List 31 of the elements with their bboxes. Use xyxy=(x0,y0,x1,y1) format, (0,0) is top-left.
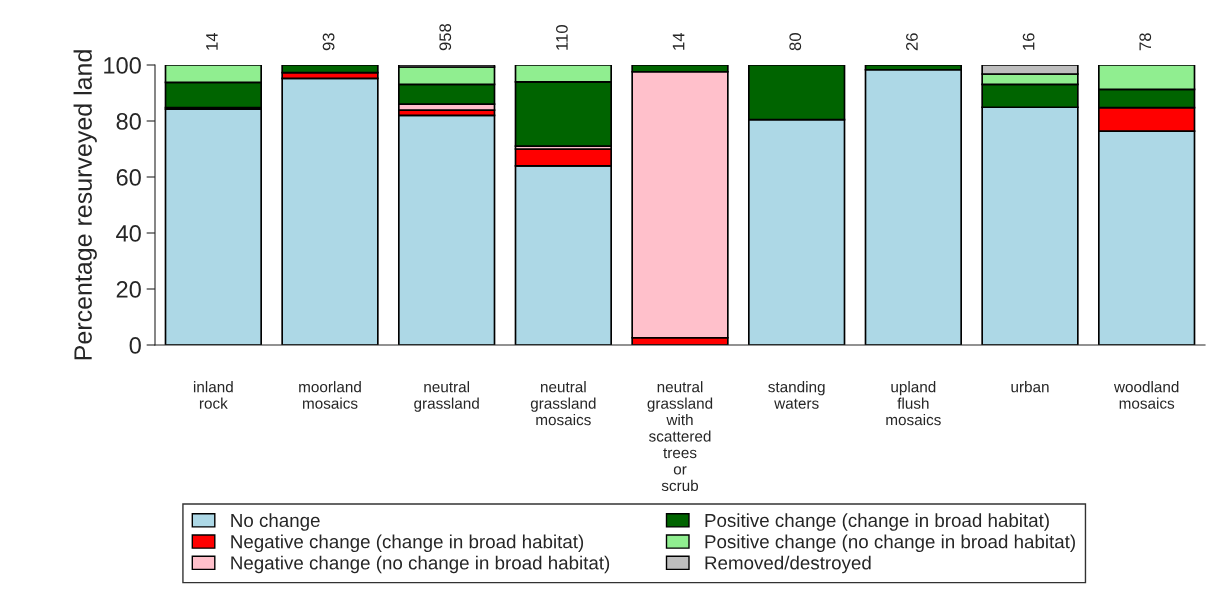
y-tick-label: 60 xyxy=(116,169,141,186)
y-tick-label: 0 xyxy=(129,337,141,354)
y-tick-label: 100 xyxy=(104,57,141,74)
x-tick-label: upland flush mosaics xyxy=(886,381,941,426)
legend-label: Removed/destroyed xyxy=(705,555,871,574)
text: 80 xyxy=(789,33,802,51)
legend-label: No change xyxy=(231,513,320,531)
x-tick-label: moorland mosaics xyxy=(299,381,361,409)
text: 110 xyxy=(556,25,568,50)
legend-label: Negative change (no change in broad habitat) xyxy=(231,555,610,574)
legend-label: Positive change (no change in broad habitat) xyxy=(705,534,1075,553)
y-tick-label: 80 xyxy=(116,113,141,130)
x-tick-label: standing waters xyxy=(768,381,825,409)
text: 93 xyxy=(322,33,335,51)
x-tick-label: neutral grassland mosaics xyxy=(530,381,596,426)
text: 26 xyxy=(906,33,918,51)
text: 16 xyxy=(1022,33,1035,50)
text: 78 xyxy=(1139,33,1152,51)
y-axis-title: Percentage resurveyed land xyxy=(73,50,97,360)
legend-label: Positive change (change in broad habitat) xyxy=(705,513,1049,531)
legend-label: Negative change (change in broad habitat) xyxy=(231,534,584,553)
x-tick-label: inland rock xyxy=(193,381,233,409)
text: 14 xyxy=(672,32,685,50)
x-tick-label: neutral grassland xyxy=(414,381,479,412)
x-tick-label: neutral grassland with scattered trees or scrub xyxy=(647,381,713,492)
y-tick-label: 40 xyxy=(116,225,141,242)
y-tick-label: 20 xyxy=(116,281,141,298)
text: 958 xyxy=(439,23,452,51)
x-tick-label: urban xyxy=(1011,381,1049,393)
text: 14 xyxy=(206,32,218,50)
x-tick-label: woodland mosaics xyxy=(1113,381,1179,409)
